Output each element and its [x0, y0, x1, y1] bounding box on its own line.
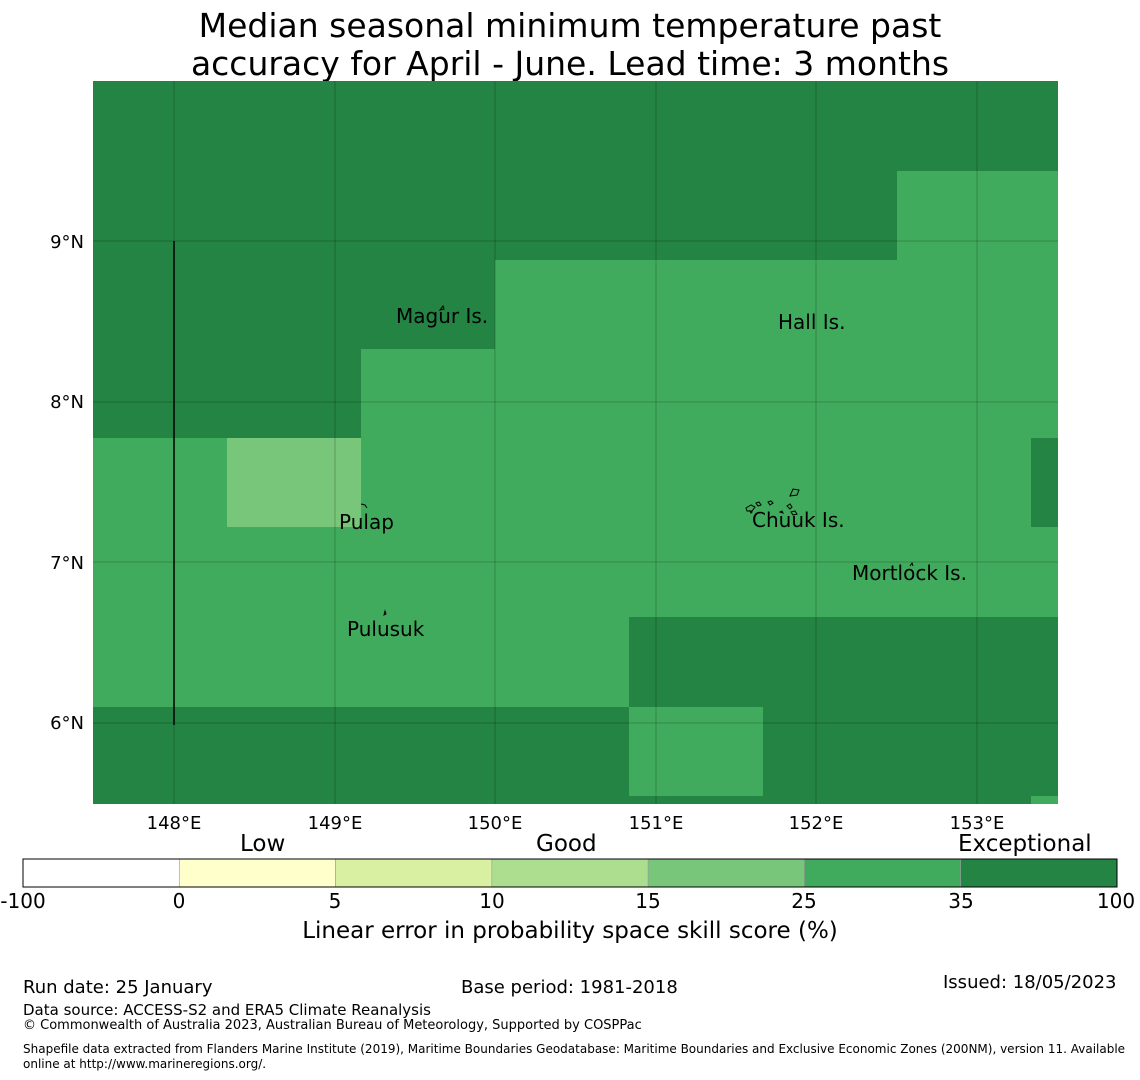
- colorbar-swatch: [960, 858, 1118, 888]
- region-good-central: [495, 260, 1058, 350]
- pulusuk-island-outline: [383, 609, 387, 616]
- region-good-north-east: [897, 171, 1058, 261]
- place-labels: Magur Is. Hall Is. Pulap Chuuk Is. Mortl…: [339, 304, 967, 641]
- lon-label-152e: 152°E: [789, 813, 844, 834]
- lat-label-7n: 7°N: [50, 553, 84, 574]
- region-good-south-box: [629, 707, 763, 796]
- gridlines: [93, 81, 1058, 804]
- lon-label-148e: 148°E: [147, 813, 202, 834]
- colorbar: [22, 858, 1118, 888]
- lon-label-149e: 149°E: [308, 813, 363, 834]
- data-source: Data source: ACCESS-S2 and ERA5 Climate …: [23, 1001, 431, 1019]
- base-period: Base period: 1981-2018: [461, 977, 678, 998]
- colorbar-category-low: Low: [240, 831, 286, 857]
- issued-date: Issued: 18/05/2023: [943, 972, 1117, 993]
- colorbar-swatch: [491, 858, 649, 888]
- colorbar-category-good: Good: [536, 831, 597, 857]
- lon-label-151e: 151°E: [629, 813, 684, 834]
- skill-regions: [93, 81, 1058, 804]
- pulap-island-outline: [360, 503, 368, 509]
- colorbar-swatch: [804, 858, 962, 888]
- magur-island-outline: [438, 304, 445, 311]
- place-label-pulap: Pulap: [339, 510, 394, 534]
- colorbar-tick: 100: [1096, 889, 1136, 913]
- lon-label-150e: 150°E: [468, 813, 523, 834]
- chart-title-line-1: Median seasonal minimum temperature past: [198, 6, 942, 45]
- colorbar-swatch: [178, 858, 336, 888]
- island-outlines: [360, 304, 914, 616]
- shapefile-credit-line-1: Shapefile data extracted from Flanders M…: [23, 1042, 1126, 1056]
- place-label-chuuk: Chuuk Is.: [752, 508, 845, 532]
- colorbar-tick: 0: [172, 889, 186, 913]
- shapefile-credit-line-2: online at http://www.marineregions.org/.: [23, 1057, 267, 1071]
- run-date: Run date: 25 January: [23, 977, 213, 998]
- colorbar-tick: 10: [479, 889, 505, 913]
- latitude-labels: 9°N 8°N 7°N 6°N: [50, 232, 84, 734]
- colorbar-category-exceptional: Exceptional: [958, 831, 1092, 857]
- colorbar-swatch: [647, 858, 805, 888]
- place-label-mortlock: Mortlock Is.: [852, 561, 967, 585]
- colorbar-tick: 25: [791, 889, 817, 913]
- colorbar-tick: -100: [0, 889, 46, 913]
- lon-label-153e: 153°E: [950, 813, 1005, 834]
- colorbar-tick: 35: [948, 889, 974, 913]
- colorbar-tick: 5: [328, 889, 342, 913]
- longitude-labels: 148°E 149°E 150°E 151°E 152°E 153°E: [147, 813, 1005, 834]
- lat-label-8n: 8°N: [50, 392, 84, 413]
- chuuk-islands-outline: [745, 488, 800, 516]
- colorbar-outline: [22, 858, 1118, 888]
- copyright: © Commonwealth of Australia 2023, Austra…: [23, 1018, 642, 1033]
- mortlock-islands-outline: [909, 561, 914, 567]
- region-exceptional-east-edge: [1031, 438, 1058, 527]
- region-good-south-corner: [1031, 796, 1058, 804]
- region-moderate-pulap: [227, 438, 361, 527]
- colorbar-swatch: [22, 858, 180, 888]
- place-label-magur: Magur Is.: [396, 304, 488, 328]
- colorbar-tick: 15: [635, 889, 661, 913]
- region-good-south-west: [93, 616, 629, 707]
- place-label-pulusuk: Pulusuk: [347, 617, 425, 641]
- skill-map: Magur Is. Hall Is. Pulap Chuuk Is. Mortl…: [22, 81, 1118, 888]
- region-good-central-2: [361, 349, 1058, 439]
- colorbar-swatches: [22, 858, 1118, 888]
- place-label-hall: Hall Is.: [778, 310, 845, 334]
- lat-label-6n: 6°N: [50, 713, 84, 734]
- colorbar-swatch: [335, 858, 493, 888]
- chart-title-line-2: accuracy for April - June. Lead time: 3 …: [190, 44, 950, 83]
- lat-label-9n: 9°N: [50, 232, 84, 253]
- colorbar-title: Linear error in probability space skill …: [302, 918, 838, 944]
